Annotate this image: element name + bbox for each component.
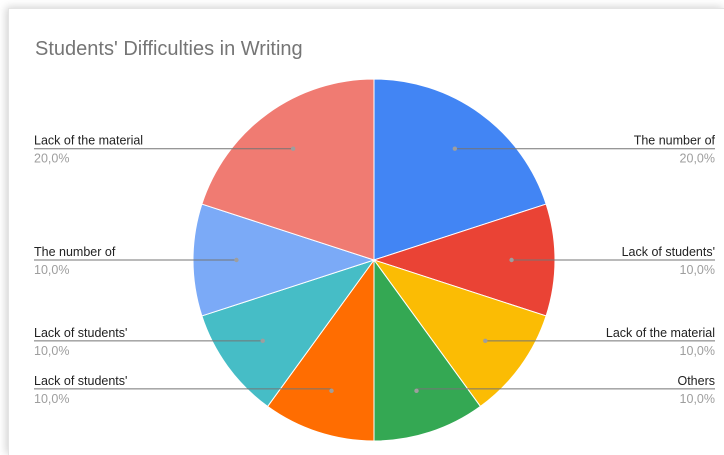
slice-percent: 10,0% xyxy=(680,263,715,277)
slice-percent: 10,0% xyxy=(680,344,715,358)
slice-percent: 20,0% xyxy=(34,152,69,166)
slice-label: The number of xyxy=(34,245,116,259)
slice-label: Lack of students' xyxy=(34,374,127,388)
slice-percent: 10,0% xyxy=(34,263,69,277)
slice-percent: 10,0% xyxy=(680,392,715,406)
leader-dot xyxy=(483,338,488,344)
pie-chart: The number of 20,0% Lack of students' 10,0%… xyxy=(34,78,716,442)
chart-title: Students' Difficulties in Writing xyxy=(35,38,303,60)
slice-label: Lack of the material xyxy=(34,134,143,148)
leader-dot xyxy=(509,257,514,263)
slice-percent: 10,0% xyxy=(34,392,69,406)
pie-slice xyxy=(201,78,375,261)
slice-label: The number of xyxy=(634,134,716,148)
pie-slice xyxy=(373,258,482,442)
leader-dot xyxy=(452,146,458,151)
leader-dot xyxy=(414,388,419,394)
slice-label: Lack of students' xyxy=(34,326,127,340)
pie-slice xyxy=(266,258,375,442)
leader-dot xyxy=(329,388,334,394)
pie-slice xyxy=(372,259,547,408)
slice-label: Lack of the material xyxy=(606,326,715,340)
leader-dot xyxy=(290,146,296,151)
leader-dot xyxy=(234,257,239,263)
pie-slice xyxy=(201,259,376,408)
slice-percent: 20,0% xyxy=(680,152,715,166)
chart-card: Students' Difficulties in Writing The nu… xyxy=(8,8,724,455)
slice-percent: 10,0% xyxy=(34,344,69,358)
leader-dot xyxy=(260,338,265,344)
pie-slice xyxy=(373,78,547,261)
slice-label: Others xyxy=(677,374,715,388)
slice-label: Lack of students' xyxy=(622,245,715,259)
